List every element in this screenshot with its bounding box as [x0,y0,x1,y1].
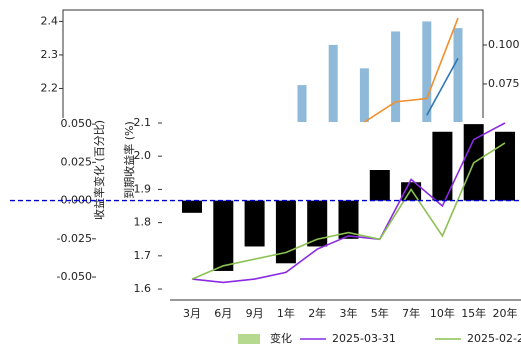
line [191,142,506,280]
y-tick-label: -0.025 [57,232,92,245]
y2-tick-label: 0.100 [488,38,520,51]
bar [495,131,515,201]
y2-tick-label: 2.1 [134,116,152,129]
bar [338,200,359,239]
x-tick-label: 3月 [183,307,201,320]
x-tick-label: 5年 [371,306,389,320]
bar [182,200,202,213]
x-tick-label: 3年 [340,306,358,320]
y2-tick-label: 1.8 [134,216,152,229]
y-tick-label: 0.050 [61,117,93,130]
y-tick-label: 0.025 [61,155,93,168]
top-frame [62,9,484,123]
y2-tick-label: 1.6 [134,282,152,295]
y-tick-label: -0.050 [57,270,92,283]
y-tick-label: 2.3 [41,48,59,61]
bar [359,68,369,122]
y2-axis-title: 到期收益率 (%) [122,121,136,199]
x-tick-label: 1年 [277,306,295,320]
y2-tick-label: 1.9 [134,182,152,195]
bar [213,200,234,271]
legend-label: 2025-02-28 [467,332,521,345]
bar [391,31,401,122]
line [191,122,506,284]
y-axis-title: 收益率变化 (百分比) [92,120,106,220]
bar [432,131,453,201]
bar [244,200,265,247]
legend-swatch [238,334,260,344]
y-tick-label: 2.2 [41,81,59,94]
y2-tick-label: 0.075 [488,77,520,90]
x-tick-label: 6月 [214,307,232,320]
bar [369,170,390,201]
legend-label: 变化 [270,331,292,345]
x-tick-label: 7年 [402,306,420,320]
x-tick-label: 10年 [430,306,455,320]
x-tick-label: 2年 [308,306,326,320]
bar [453,28,463,123]
line [426,57,459,116]
bar [275,200,296,264]
y2-tick-label: 2.0 [134,149,152,162]
y-tick-label: 2.4 [41,14,59,27]
bar [307,200,328,247]
bar [297,85,307,122]
y2-tick-label: 1.7 [134,249,152,262]
x-tick-label: 20年 [493,306,518,320]
legend-label: 2025-03-31 [332,332,396,345]
bar [422,21,432,122]
bar [328,44,338,122]
x-tick-label: 15年 [461,306,486,320]
x-tick-label: 9月 [246,307,264,320]
line [363,17,459,123]
